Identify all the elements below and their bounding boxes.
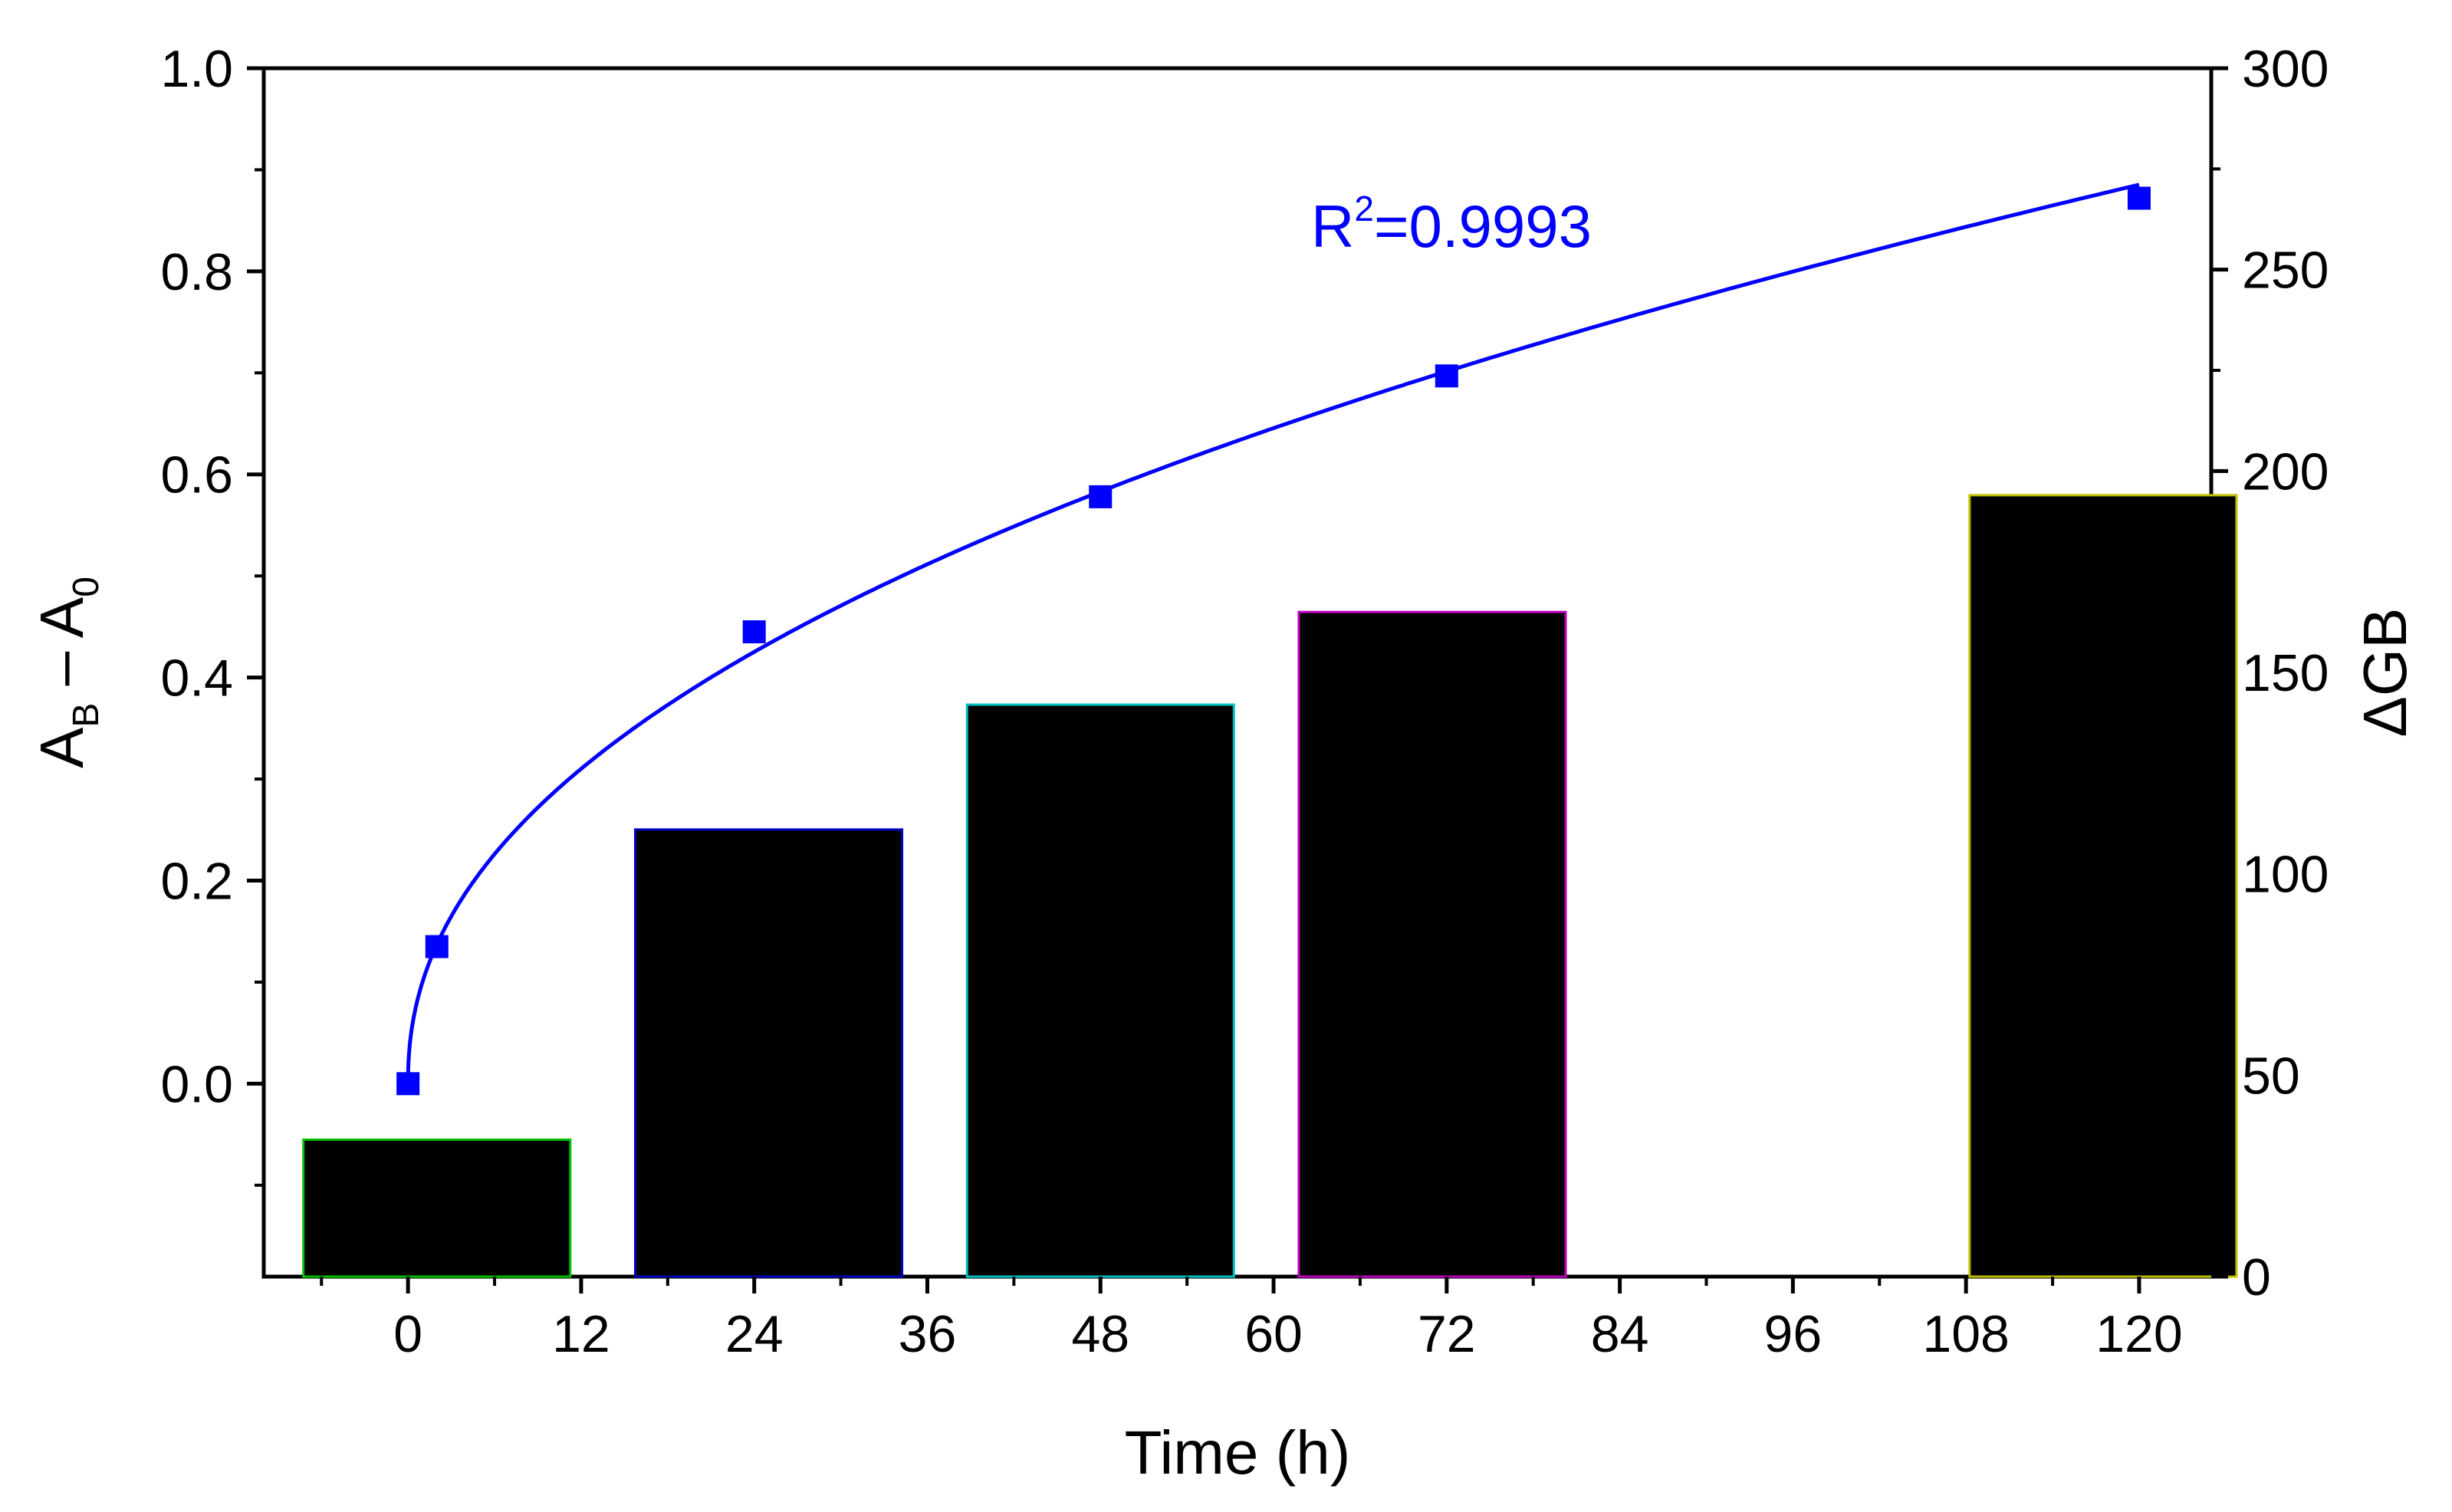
x-axis-title: Time (h) xyxy=(1125,1418,1351,1487)
data-point-5 xyxy=(2127,186,2151,210)
r-squared-annotation: R2=0.9993 xyxy=(1311,189,1592,260)
x-tick-label-4: 48 xyxy=(1071,1305,1129,1363)
x-tick-label-8: 96 xyxy=(1764,1305,1823,1363)
data-point-0 xyxy=(396,1072,420,1096)
plot-area-frame xyxy=(261,66,2214,1279)
left-y-axis: 0.0 0.2 0.4 0.6 0.8 1.0 xyxy=(160,40,264,1187)
bar-1 xyxy=(633,828,904,1278)
left-tick-label-2: 0.4 xyxy=(160,649,233,708)
bar-3 xyxy=(1297,610,1567,1278)
x-tick-label-9: 108 xyxy=(1922,1305,2009,1363)
x-tick-label-3: 36 xyxy=(899,1305,957,1363)
x-tick-label-6: 72 xyxy=(1418,1305,1476,1363)
left-tick-label-4: 0.8 xyxy=(160,243,233,301)
right-tick-label-3: 150 xyxy=(2242,644,2329,702)
x-tick-label-2: 24 xyxy=(725,1305,784,1363)
x-tick-label-7: 84 xyxy=(1591,1305,1649,1363)
fit-line-group xyxy=(406,182,2140,1084)
bars-group xyxy=(302,494,2238,1278)
x-tick-label-1: 12 xyxy=(552,1305,610,1363)
left-tick-label-0: 0.0 xyxy=(160,1055,233,1113)
x-tick-label-5: 60 xyxy=(1244,1305,1303,1363)
right-tick-label-0: 0 xyxy=(2242,1248,2271,1307)
x-tick-label-10: 120 xyxy=(2095,1305,2182,1363)
right-y-axis: 0 50 100 150 200 250 300 xyxy=(2211,40,2329,1307)
svg-text:ΔGB: ΔGB xyxy=(2351,607,2419,737)
bar-2 xyxy=(965,703,1235,1278)
right-y-axis-title: ΔGB xyxy=(2351,607,2419,737)
data-point-2 xyxy=(742,620,766,644)
right-tick-label-5: 250 xyxy=(2242,242,2329,300)
right-tick-label-4: 200 xyxy=(2242,442,2329,501)
x-axis: 0 12 24 36 48 60 72 84 96 108 120 xyxy=(320,1277,2183,1363)
right-tick-label-2: 100 xyxy=(2242,846,2329,904)
x-tick-label-0: 0 xyxy=(393,1305,422,1363)
right-tick-label-1: 50 xyxy=(2242,1047,2300,1105)
left-tick-label-3: 0.6 xyxy=(160,446,233,505)
bar-4 xyxy=(1968,494,2238,1278)
bar-0 xyxy=(302,1138,572,1278)
data-point-4 xyxy=(1435,364,1458,388)
left-tick-label-5: 1.0 xyxy=(160,40,233,98)
left-y-axis-title: AB – A0 xyxy=(28,577,107,768)
fit-line xyxy=(406,182,2140,1084)
right-tick-label-6: 300 xyxy=(2242,40,2329,98)
svg-text:AB – A0: AB – A0 xyxy=(28,577,107,768)
data-point-1 xyxy=(425,935,449,958)
left-tick-label-1: 0.2 xyxy=(160,852,233,910)
data-points-group xyxy=(396,186,2151,1096)
data-point-3 xyxy=(1089,485,1113,508)
